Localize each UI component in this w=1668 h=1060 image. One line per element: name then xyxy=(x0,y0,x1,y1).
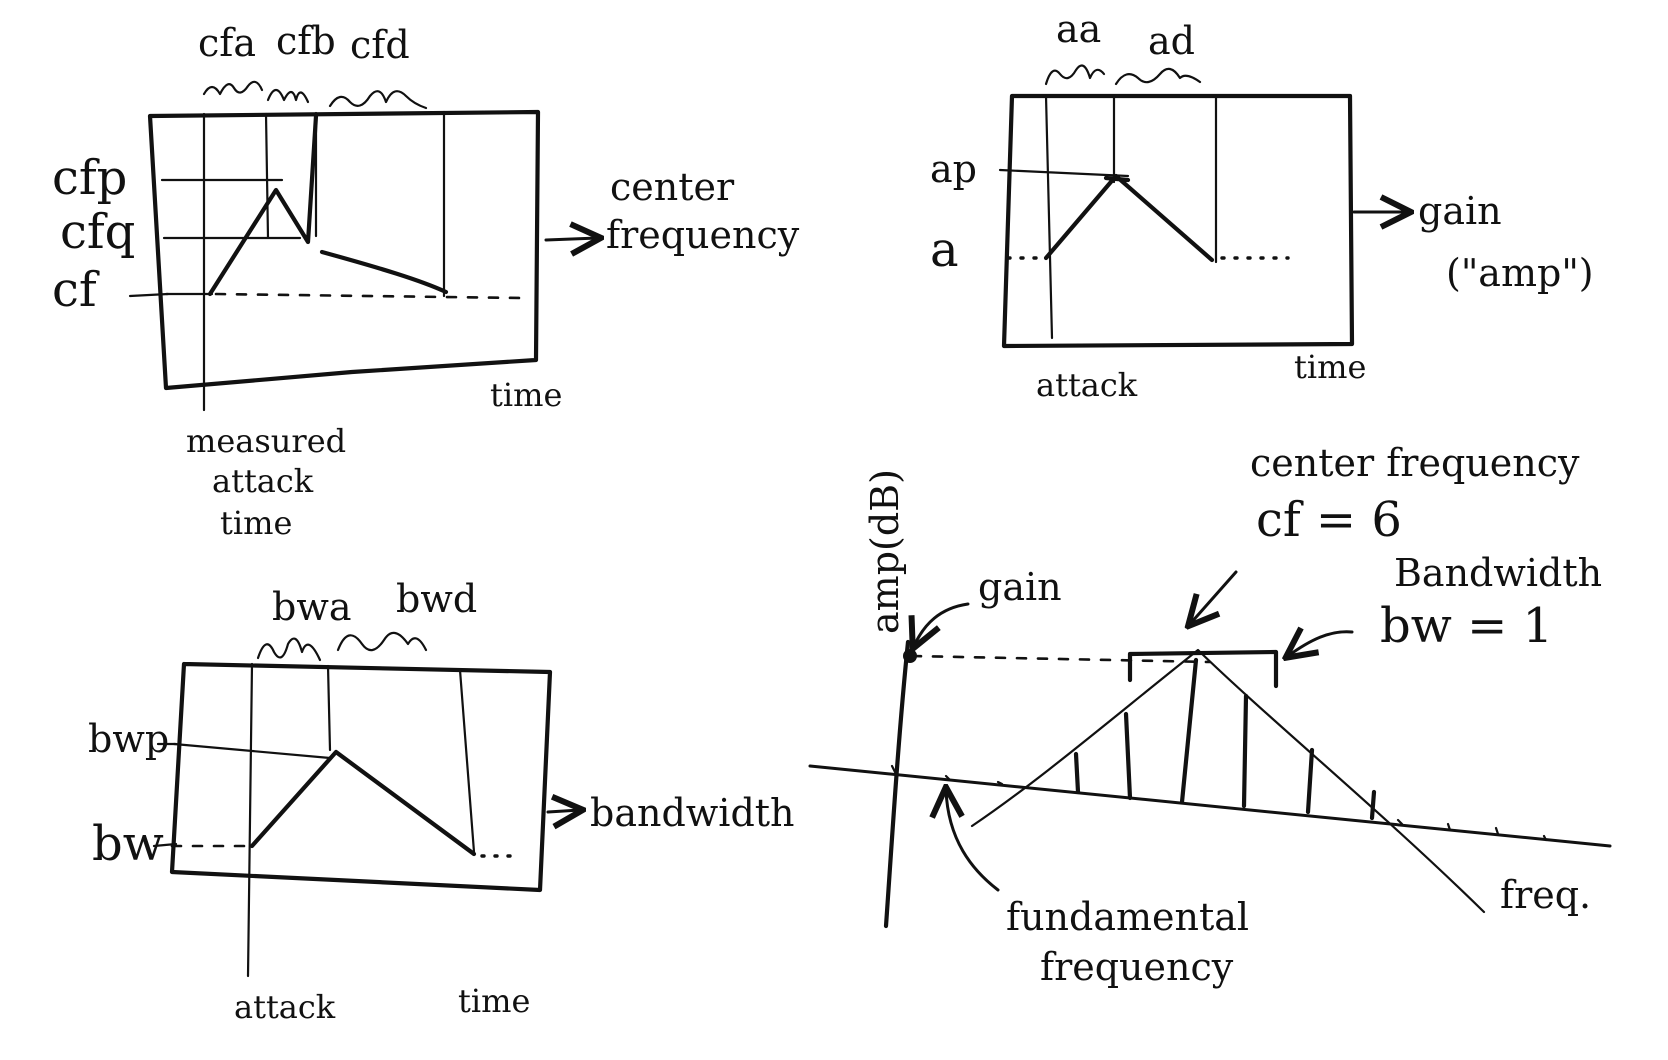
spectrum-gain-dot xyxy=(903,649,917,663)
spectrum-fund-arrow xyxy=(946,790,1000,892)
gain-envelope-line xyxy=(1043,173,1215,263)
bw-output-label: bandwidth xyxy=(590,791,795,835)
bw-left-label-bw: bw xyxy=(92,816,164,872)
cf-output-label-line2: frequency xyxy=(606,213,800,257)
spectrum-cf-label-line1: center frequency xyxy=(1250,441,1580,485)
gain-output-label-line2: ("amp") xyxy=(1446,251,1594,295)
spectrum-bandwidth-box xyxy=(1127,649,1279,689)
cf-panel-frame xyxy=(147,109,541,391)
harmonic-bar xyxy=(1369,789,1377,821)
gain-brace-ad xyxy=(1114,67,1202,86)
gain-top-label-aa: aa xyxy=(1056,7,1101,51)
cf-left-label-cf: cf xyxy=(52,262,100,318)
cf-brace-cfa xyxy=(202,80,264,96)
cf-output-label-line1: center xyxy=(610,165,735,209)
cf-output-arrow xyxy=(544,238,598,240)
spectrum-fund-label-line1: fundamental xyxy=(1006,895,1249,939)
gain-panel-frame xyxy=(1001,93,1355,349)
bandwidth-panel: bwa bwd bwp bw bandwidth attack time xyxy=(88,577,795,1026)
bw-top-label-bwa: bwa xyxy=(272,585,352,629)
spectrum-panel: amp(dB) gain center frequency cf = 6 Ban… xyxy=(808,441,1612,989)
center-frequency-panel: cfa cfb cfd cfp cfq cf center frequency … xyxy=(52,19,800,542)
gain-brace-aa xyxy=(1044,64,1106,86)
bw-time-label: time xyxy=(458,982,530,1020)
spectrum-gain-dashed xyxy=(910,654,1212,664)
cf-brace-cfd xyxy=(328,90,428,110)
spectrum-y-axis xyxy=(883,639,911,929)
spectrum-bw-label-line1: Bandwidth xyxy=(1394,551,1602,595)
cf-top-label-cfd: cfd xyxy=(350,23,410,67)
cf-attack-label: attack xyxy=(212,462,314,500)
harmonic-bar xyxy=(1305,747,1315,815)
spectrum-bw-arrow xyxy=(1288,632,1354,656)
spectrum-gain-arrow xyxy=(914,602,970,646)
cf-dotted-baseline xyxy=(214,292,524,300)
spectrum-y-axis-label: amp(dB) xyxy=(863,469,907,634)
cf-left-label-cfq: cfq xyxy=(60,204,135,260)
cf-time-label: time xyxy=(490,376,562,414)
bw-left-label-bwp: bwp xyxy=(88,717,169,761)
spectrum-bw-label-line2: bw = 1 xyxy=(1380,598,1553,654)
spectrum-filter-curve xyxy=(970,648,1486,914)
harmonic-bar xyxy=(1179,657,1199,805)
gain-left-label-ap: ap xyxy=(930,147,977,191)
bw-output-arrow xyxy=(546,810,580,812)
bw-brace-bwa xyxy=(256,637,322,662)
spectrum-x-axis-label: freq. xyxy=(1500,873,1591,917)
harmonic-bar xyxy=(1241,693,1249,809)
gain-left-label-a: a xyxy=(930,222,959,278)
bw-left-tick xyxy=(152,742,178,848)
spectrum-x-ticks xyxy=(890,764,1548,842)
gain-panel: aa ad ap a gain ("amp") attack time xyxy=(930,7,1594,404)
cf-top-label-cfa: cfa xyxy=(198,21,256,65)
harmonic-bar xyxy=(1073,751,1081,795)
spectrum-cf-label-line2: cf = 6 xyxy=(1256,492,1402,548)
bw-attack-label: attack xyxy=(234,988,336,1026)
cf-grid-lines xyxy=(160,110,446,412)
gain-grid-lines xyxy=(998,94,1218,340)
spectrum-x-axis xyxy=(808,764,1612,848)
cf-left-tick xyxy=(128,292,170,298)
cf-top-label-cfb: cfb xyxy=(276,19,336,63)
spectrum-fund-label-line2: frequency xyxy=(1040,945,1234,989)
bw-grid-lines xyxy=(172,662,476,978)
cf-left-label-cfp: cfp xyxy=(52,150,127,206)
spectrum-gain-label: gain xyxy=(978,565,1062,609)
cf-measured-label: measured xyxy=(186,422,346,460)
cf-brace-cfb xyxy=(266,88,310,104)
spectrum-cf-arrow xyxy=(1190,570,1238,624)
bw-brace-bwd xyxy=(336,631,428,652)
cf-time-bottom-label: time xyxy=(220,504,292,542)
gain-time-label: time xyxy=(1294,348,1366,386)
gain-output-label-line1: gain xyxy=(1418,189,1502,233)
spectrum-harmonic-bars xyxy=(1073,657,1377,821)
bw-envelope-line xyxy=(249,749,477,857)
cf-envelope-line xyxy=(207,113,449,297)
bw-panel-frame xyxy=(169,661,553,893)
harmonic-bar xyxy=(1123,711,1133,801)
gain-top-label-ad: ad xyxy=(1148,19,1195,63)
bw-top-label-bwd: bwd xyxy=(396,577,477,621)
gain-attack-label: attack xyxy=(1036,366,1138,404)
